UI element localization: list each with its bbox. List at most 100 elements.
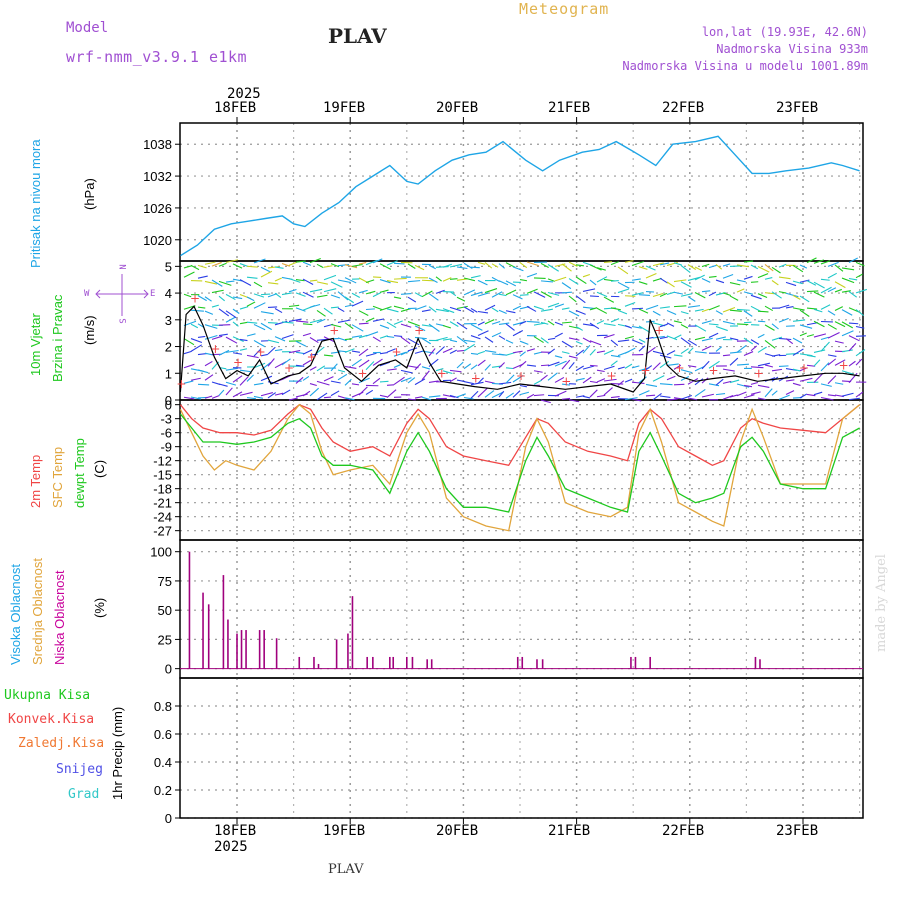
- wind-arrow: [820, 260, 831, 265]
- wind-arrow: [323, 354, 334, 357]
- wind-arrow: [701, 263, 710, 268]
- wind-arrow: [358, 322, 369, 325]
- wind-arrow: [344, 322, 354, 330]
- wind-arrow: [477, 359, 486, 367]
- wind-arrow: [575, 309, 586, 315]
- wind-arrow: [337, 369, 346, 373]
- wind-arrow: [526, 272, 538, 278]
- wind-arrow: [806, 280, 817, 286]
- wind-arrow: [855, 309, 864, 317]
- wind-arrow: [288, 397, 298, 401]
- wind-arrow: [708, 360, 720, 369]
- wind-arrow: [218, 333, 228, 337]
- wind-arrow: [750, 345, 758, 352]
- wind-arrow: [484, 319, 495, 325]
- wind-arrow: [715, 378, 724, 386]
- wind-arrow: [533, 370, 543, 373]
- wind-arrow: [204, 310, 214, 315]
- wind-arrow: [449, 321, 459, 327]
- wind-arrow: [498, 381, 512, 385]
- y-tick-label: -24: [153, 510, 172, 525]
- wind-arrow: [484, 261, 493, 269]
- wind-arrow: [834, 382, 844, 385]
- wind-arrow: [533, 291, 546, 298]
- wind-arrow: [561, 340, 573, 348]
- wind-arrow: [526, 261, 539, 267]
- wind-arrow: [736, 363, 749, 366]
- wind-arrow: [393, 376, 405, 386]
- wind-arrow: [260, 361, 272, 371]
- wind-arrow: [225, 381, 237, 386]
- wind-arrow: [603, 349, 614, 355]
- y-tick-label: 5: [165, 259, 172, 274]
- wind-arrow: [428, 293, 439, 301]
- wind-arrow: [253, 395, 264, 399]
- wind-arrow: [246, 374, 254, 382]
- wind-arrow: [337, 307, 345, 313]
- wind-arrow: [610, 261, 619, 266]
- wind-arrow: [673, 279, 687, 283]
- wind-arrow: [456, 321, 468, 330]
- wind-arrow: [799, 279, 810, 283]
- wind-arrow: [694, 351, 707, 354]
- wind-arrow: [596, 320, 605, 325]
- wind-arrow: [400, 377, 412, 383]
- wind-arrow: [344, 264, 358, 269]
- wind-arrow: [316, 392, 328, 401]
- wind-arrow: [680, 369, 693, 374]
- wind-arrow: [246, 265, 258, 268]
- wind-arrow: [743, 275, 753, 280]
- wind-arrow: [400, 350, 410, 356]
- wind-arrow: [519, 340, 529, 345]
- wind-arrow: [589, 389, 598, 398]
- wind-arrow: [582, 323, 595, 327]
- wind-arrow: [757, 293, 768, 298]
- wind-arrow: [561, 351, 570, 355]
- wind-arrow: [701, 393, 714, 398]
- wind-arrow: [813, 281, 825, 289]
- wind-arrow: [379, 351, 388, 355]
- bottom-day-label: 18FEB: [214, 823, 257, 839]
- wind-arrow: [316, 281, 329, 285]
- y-tick-label: 25: [158, 632, 172, 647]
- wind-arrow: [855, 261, 865, 267]
- wind-arrow: [491, 263, 499, 268]
- wind-arrow: [421, 366, 431, 370]
- wind-arrow: [379, 380, 389, 383]
- wind-arrow: [568, 362, 575, 370]
- wind-arrow: [428, 380, 439, 383]
- wind-arrow: [463, 396, 474, 400]
- wind-arrow: [442, 263, 452, 268]
- wind-arrow: [666, 350, 676, 356]
- wind-arrow: [757, 346, 767, 353]
- wind-arrow: [274, 292, 282, 299]
- wind-arrow: [197, 306, 206, 309]
- wind-arrow: [589, 264, 602, 271]
- model-label: Model: [66, 20, 109, 36]
- wind-arrow: [575, 340, 583, 345]
- wind-arrow: [701, 320, 712, 324]
- wind-arrow: [582, 376, 592, 384]
- wind-arrow: [414, 305, 427, 311]
- wind-arrow: [540, 337, 549, 344]
- wind-arrow: [407, 347, 418, 352]
- wind-arrow: [708, 323, 719, 326]
- wind-arrow: [302, 261, 312, 266]
- wind-arrow: [288, 278, 301, 283]
- wind-arrow: [638, 266, 648, 270]
- wind-arrow: [288, 318, 302, 322]
- footer-station: PLAV: [328, 862, 364, 877]
- wind-arrow: [519, 262, 528, 269]
- wind-arrow: [841, 277, 855, 284]
- wind-arrow: [211, 394, 220, 399]
- wind-arrow: [645, 304, 659, 311]
- wind-arrow: [365, 317, 375, 323]
- wind-arrow: [519, 351, 526, 357]
- wind-arrow: [491, 307, 499, 313]
- wind-arrow: [344, 277, 357, 284]
- wind-arrow: [680, 337, 691, 346]
- wind-arrow: [820, 362, 830, 372]
- wind-arrow: [204, 324, 218, 329]
- wind-arrow: [659, 395, 671, 399]
